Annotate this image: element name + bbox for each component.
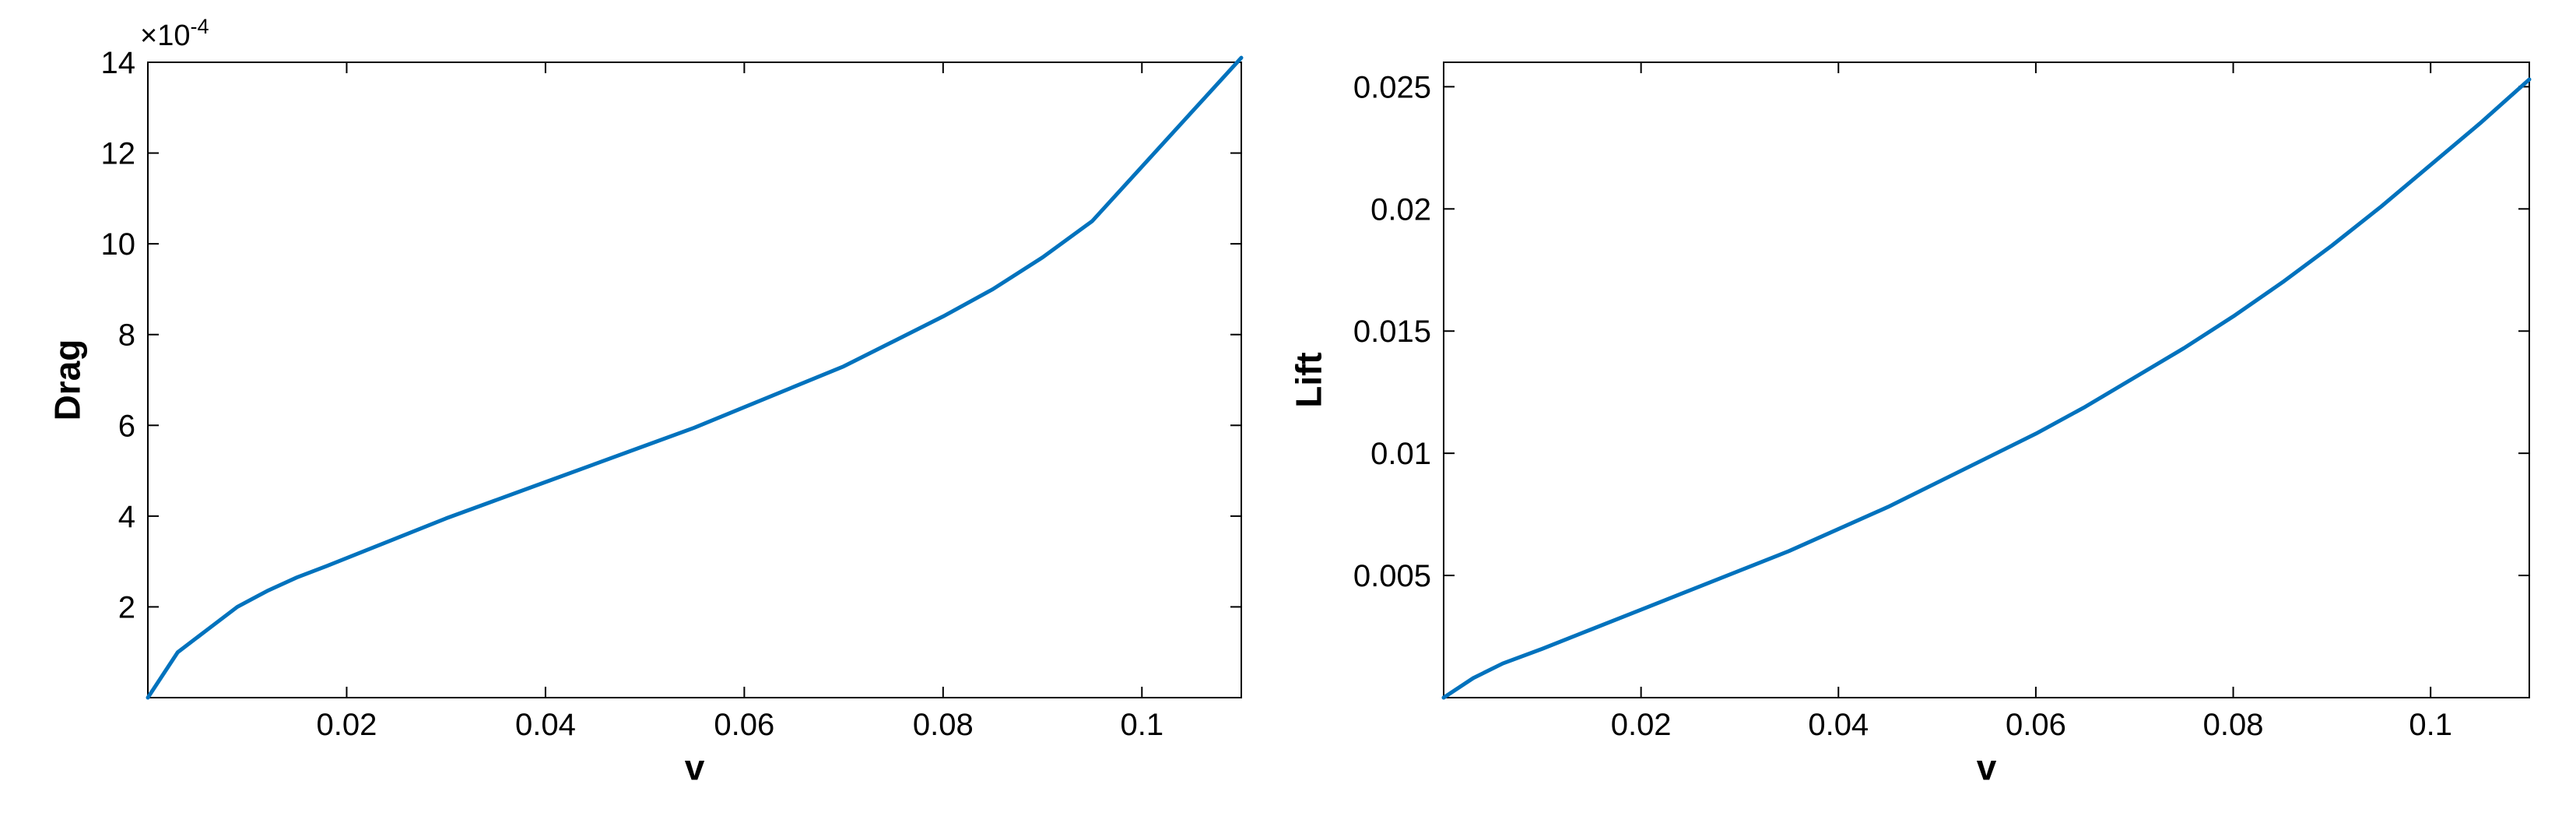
y-tick-label: 8 bbox=[118, 318, 135, 353]
lift_chart: 0.02 0.04 0.06 0.08 0.1 0.005 0.01 0.015 0.02 0.0… bbox=[1288, 0, 2576, 830]
y-tick-label: 2 bbox=[118, 590, 135, 624]
x-tick-label: 0.1 bbox=[1120, 708, 1163, 742]
x-tick-label: 0.04 bbox=[1808, 708, 1869, 742]
lift_chart-panel: 0.02 0.04 0.06 0.08 0.1 0.005 0.01 0.015 0.02 0.0… bbox=[1288, 0, 2576, 830]
y-tick-label: 6 bbox=[118, 409, 135, 443]
x-tick-label: 0.06 bbox=[2006, 708, 2066, 742]
y-tick-label: 10 bbox=[101, 227, 136, 262]
y-axis-label: Lift bbox=[1289, 352, 1329, 408]
y-tick-label: 14 bbox=[101, 46, 136, 80]
x-tick-label: 0.08 bbox=[913, 708, 974, 742]
x-axis-label: v bbox=[685, 747, 705, 788]
y-axis-label: Drag bbox=[47, 339, 87, 421]
x-tick-label: 0.02 bbox=[317, 708, 377, 742]
x-tick-label: 0.06 bbox=[714, 708, 774, 742]
y-tick-label: 0.025 bbox=[1353, 70, 1431, 104]
y-tick-label: 0.02 bbox=[1370, 192, 1431, 227]
figure-container: 0.020.040.060.080.12468101214×10-4vDrag0… bbox=[0, 0, 2576, 830]
y-tick-label: 0.01 bbox=[1370, 437, 1431, 471]
y-tick-label: 4 bbox=[118, 500, 135, 534]
x-tick-label: 0.1 bbox=[2409, 708, 2452, 742]
x-tick-label: 0.08 bbox=[2203, 708, 2264, 742]
x-axis-label: v bbox=[1977, 747, 1997, 788]
y-tick-label: 0.015 bbox=[1353, 315, 1431, 349]
drag_chart-panel: 0.02 0.04 0.06 0.08 0.1 2 4 6 8 10 12 14×10-4 v Drag bbox=[0, 0, 1288, 830]
drag_chart: 0.02 0.04 0.06 0.08 0.1 2 4 6 8 10 12 14×10-4 v Drag bbox=[0, 0, 1288, 830]
x-tick-label: 0.02 bbox=[1611, 708, 1672, 742]
y-tick-label: 12 bbox=[101, 137, 136, 171]
y-tick-label: 0.005 bbox=[1353, 559, 1431, 593]
y-exponent: ×10-4 bbox=[140, 15, 209, 52]
x-tick-label: 0.04 bbox=[515, 708, 576, 742]
